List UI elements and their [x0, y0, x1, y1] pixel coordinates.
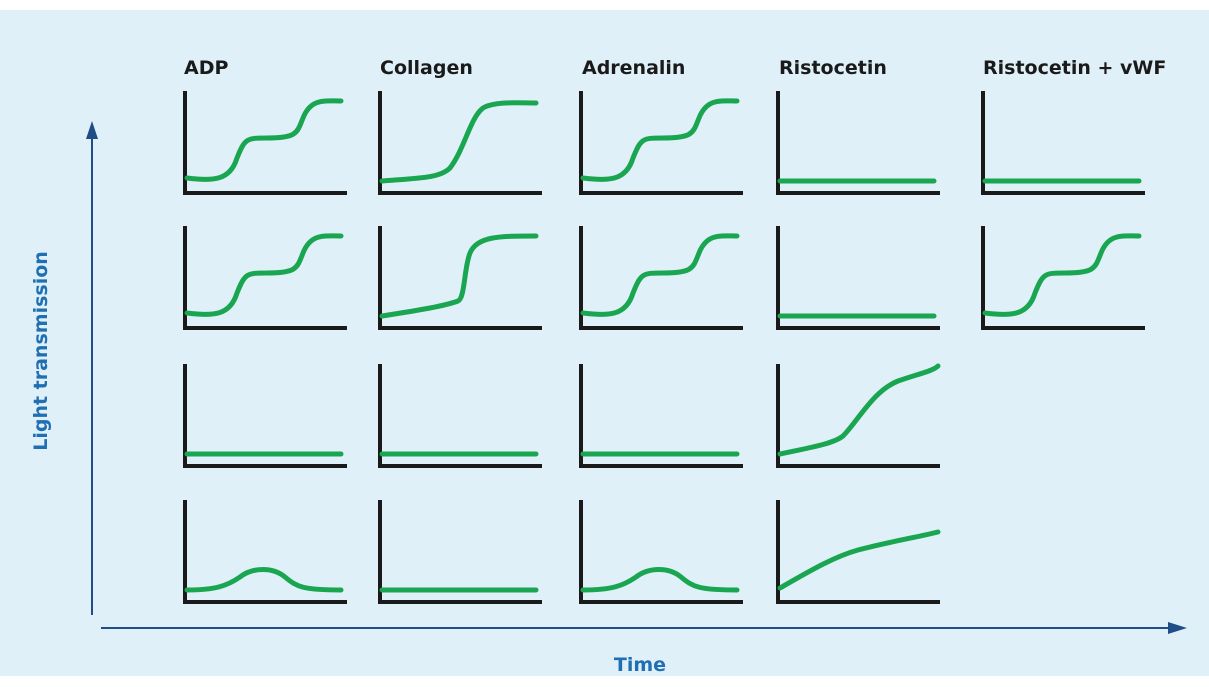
panel-axes: [183, 364, 347, 468]
column-title-ristocetin: Ristocetin: [779, 57, 887, 79]
panel-grid: [183, 91, 1145, 604]
panel-r2-c3: [579, 226, 743, 330]
panel-r4-c2: [378, 500, 542, 604]
column-title-adp: ADP: [184, 57, 228, 79]
aggregation-trace-steady-rise: [777, 529, 941, 591]
panel-r3-c3: [579, 364, 743, 468]
aggregation-trace-biphasic: [580, 98, 740, 182]
panel-axes: [579, 500, 743, 604]
column-title-collagen: Collagen: [380, 57, 473, 79]
panel-r3-c2: [378, 364, 542, 468]
x-axis-arrow-icon: [1168, 622, 1187, 634]
x-axis-label: Time: [614, 654, 666, 676]
panel-axes: [776, 500, 940, 604]
panel-r1-c2: [378, 91, 542, 195]
panel-axes: [981, 91, 1145, 195]
panel-axes: [378, 364, 542, 468]
aggregation-trace-biphasic: [184, 233, 344, 317]
panel-axes: [579, 226, 743, 330]
panel-axes: [183, 91, 347, 195]
panel-r4-c1: [183, 500, 347, 604]
panel-axes: [776, 91, 940, 195]
panel-r2-c4: [776, 226, 940, 330]
column-title-adrenalin: Adrenalin: [582, 57, 685, 79]
aggregation-trace-biphasic: [184, 98, 344, 182]
y-axis-arrow-icon: [86, 121, 98, 139]
aggregation-trace-biphasic: [580, 233, 740, 317]
panel-r4-c4: [776, 500, 941, 604]
panel-r1-c4: [776, 91, 940, 195]
panel-axes: [378, 226, 542, 330]
panel-r4-c3: [579, 500, 743, 604]
figure-background: [0, 10, 1209, 676]
panel-axes: [579, 364, 743, 468]
panel-axes: [579, 91, 743, 195]
panel-r2-c2: [378, 226, 542, 330]
aggregation-trace-sharp-rise: [379, 100, 539, 184]
panel-axes: [183, 226, 347, 330]
panel-axes: [776, 364, 940, 468]
panel-r1-c3: [579, 91, 743, 195]
panel-r1-c5: [981, 91, 1145, 195]
panel-axes: [378, 91, 542, 195]
aggregation-trace-delayed-rise: [379, 233, 539, 319]
column-title-ristocetin-vwf: Ristocetin + vWF: [983, 57, 1166, 79]
panel-axes: [378, 500, 542, 604]
y-axis-label: Light transmission: [30, 251, 52, 451]
panel-axes: [981, 226, 1145, 330]
panel-r3-c4: [776, 363, 941, 468]
panel-axes: [183, 500, 347, 604]
aggregation-trace-transient-bump: [184, 567, 344, 593]
panel-axes: [776, 226, 940, 330]
panel-r1-c1: [183, 91, 347, 195]
aggregation-trace-gradual-rise: [777, 363, 941, 457]
panel-r3-c1: [183, 364, 347, 468]
panel-r2-c1: [183, 226, 347, 330]
panel-r2-c5: [981, 226, 1145, 330]
aggregation-trace-biphasic: [982, 233, 1142, 317]
aggregation-trace-transient-bump: [580, 567, 740, 593]
